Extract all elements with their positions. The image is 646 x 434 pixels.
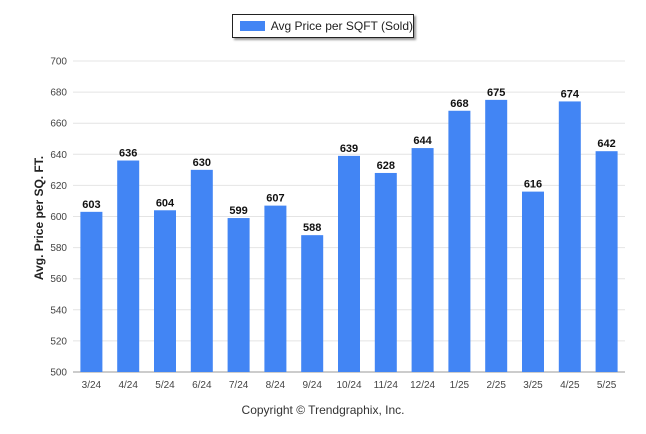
x-tick-label: 7/24 xyxy=(229,380,249,391)
y-tick-label: 620 xyxy=(50,181,67,192)
bar xyxy=(264,205,287,372)
x-tick-label: 10/24 xyxy=(336,380,361,391)
y-tick-label: 680 xyxy=(50,88,67,99)
x-tick-label: 8/24 xyxy=(266,380,286,391)
data-labels: 603 636 604 630 599 607 588 639 628 644 668 675 616 6… xyxy=(82,87,616,234)
copyright-footer: Copyright © Trendgraphix, Inc. xyxy=(241,403,405,417)
bar xyxy=(448,110,471,372)
legend-swatch xyxy=(240,21,265,31)
bar xyxy=(374,172,397,372)
x-tick-label: 3/24 xyxy=(82,380,102,391)
data-label: 599 xyxy=(229,205,247,217)
data-label: 604 xyxy=(156,197,175,209)
x-tick-label: 1/25 xyxy=(450,380,470,391)
y-tick-label: 500 xyxy=(50,368,67,379)
bar xyxy=(595,151,618,372)
data-label: 616 xyxy=(524,179,542,191)
bar xyxy=(190,169,213,372)
bar xyxy=(80,211,103,372)
x-tick-label: 9/24 xyxy=(302,380,322,391)
bar xyxy=(227,218,250,372)
legend-label: Avg Price per SQFT (Sold) xyxy=(270,19,413,33)
y-tick-label: 700 xyxy=(50,57,67,68)
data-label: 588 xyxy=(303,222,321,234)
x-tick-label: 11/24 xyxy=(374,380,399,391)
x-tick-label: 5/24 xyxy=(155,380,175,391)
bar xyxy=(301,235,324,372)
data-label: 674 xyxy=(561,88,580,100)
bar xyxy=(522,191,544,372)
data-label: 642 xyxy=(597,138,615,150)
bars xyxy=(80,99,618,373)
y-tick-label: 520 xyxy=(50,336,67,347)
x-tick-label: 12/24 xyxy=(410,380,435,391)
data-label: 607 xyxy=(266,193,284,205)
bar xyxy=(485,99,508,372)
x-tick-label: 5/25 xyxy=(597,380,617,391)
data-label: 636 xyxy=(119,148,137,160)
data-label: 628 xyxy=(377,160,395,172)
x-tick-label: 2/25 xyxy=(486,380,506,391)
data-label: 668 xyxy=(450,98,468,110)
y-tick-label: 640 xyxy=(50,150,67,161)
bar xyxy=(338,155,360,372)
x-tick-labels: 3/24 4/24 5/24 6/24 7/24 8/24 9/24 10/24 11/24 12… xyxy=(82,380,617,391)
data-label: 603 xyxy=(82,199,100,211)
y-tick-label: 560 xyxy=(50,274,67,285)
bar xyxy=(117,160,140,372)
x-tick-label: 4/25 xyxy=(560,380,580,391)
y-tick-label: 600 xyxy=(50,212,67,223)
y-tick-label: 540 xyxy=(50,305,67,316)
bar xyxy=(154,210,176,372)
x-tick-label: 6/24 xyxy=(192,380,212,391)
x-tick-label: 3/25 xyxy=(523,380,543,391)
y-tick-labels: 500 520 540 560 580 600 620 640 660 680 700 xyxy=(50,57,67,379)
y-tick-label: 580 xyxy=(50,243,67,254)
data-label: 675 xyxy=(487,87,505,99)
data-label: 630 xyxy=(193,157,211,169)
bar xyxy=(558,101,581,373)
y-tick-label: 660 xyxy=(50,119,67,130)
legend: Avg Price per SQFT (Sold) xyxy=(232,14,414,38)
data-label: 639 xyxy=(340,143,358,155)
bar xyxy=(411,148,434,372)
y-axis-label: Avg. Price per SQ. FT. xyxy=(32,155,46,281)
x-tick-label: 4/24 xyxy=(118,380,138,391)
data-label: 644 xyxy=(413,135,432,147)
